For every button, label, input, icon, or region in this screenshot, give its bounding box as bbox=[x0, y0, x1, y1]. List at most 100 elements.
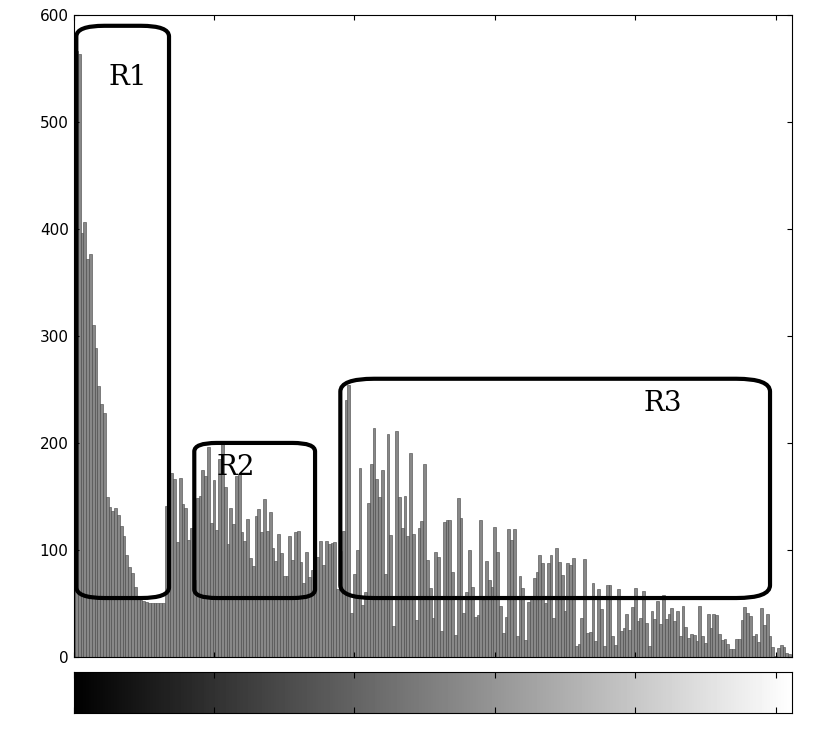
Bar bbox=[710, 627, 712, 657]
Bar bbox=[339, 551, 342, 657]
Bar bbox=[392, 626, 395, 657]
Bar bbox=[426, 560, 429, 657]
Bar bbox=[777, 648, 780, 657]
Bar bbox=[261, 532, 263, 657]
Bar bbox=[556, 547, 558, 657]
Bar bbox=[695, 641, 699, 657]
Bar bbox=[190, 528, 193, 657]
Bar bbox=[212, 480, 216, 657]
Bar bbox=[592, 583, 595, 657]
Bar bbox=[75, 51, 78, 657]
Bar bbox=[201, 470, 204, 657]
Bar bbox=[564, 612, 566, 657]
Bar bbox=[636, 621, 640, 657]
Bar bbox=[235, 476, 238, 657]
Bar bbox=[454, 635, 457, 657]
Bar bbox=[785, 652, 788, 657]
Bar bbox=[451, 572, 454, 657]
Bar bbox=[511, 540, 513, 657]
Bar bbox=[364, 591, 367, 657]
Bar bbox=[167, 464, 171, 657]
Bar bbox=[370, 464, 373, 657]
Bar bbox=[123, 535, 126, 657]
Bar bbox=[246, 519, 249, 657]
Bar bbox=[423, 464, 426, 657]
Bar bbox=[642, 591, 645, 657]
Bar bbox=[350, 613, 353, 657]
Bar bbox=[440, 631, 443, 657]
Bar bbox=[218, 459, 221, 657]
Bar bbox=[255, 516, 257, 657]
Bar bbox=[490, 587, 493, 657]
Bar bbox=[196, 498, 199, 657]
Bar bbox=[496, 553, 499, 657]
Bar bbox=[400, 528, 404, 657]
Bar bbox=[749, 616, 752, 657]
Bar bbox=[81, 233, 83, 657]
Bar bbox=[109, 507, 111, 657]
Bar bbox=[659, 624, 662, 657]
Bar bbox=[386, 434, 390, 657]
Bar bbox=[378, 497, 381, 657]
Bar bbox=[404, 496, 406, 657]
Bar bbox=[252, 566, 255, 657]
Bar bbox=[148, 603, 151, 657]
Bar bbox=[783, 646, 785, 657]
Bar bbox=[476, 615, 480, 657]
Bar bbox=[319, 541, 322, 657]
Bar bbox=[238, 473, 241, 657]
Bar bbox=[654, 619, 656, 657]
Bar bbox=[142, 601, 145, 657]
Bar bbox=[701, 636, 704, 657]
Bar bbox=[176, 542, 179, 657]
Bar bbox=[605, 585, 609, 657]
Bar bbox=[693, 636, 695, 657]
Text: R2: R2 bbox=[217, 454, 255, 481]
Bar bbox=[322, 565, 325, 657]
Bar bbox=[527, 602, 530, 657]
Bar bbox=[437, 557, 440, 657]
Bar bbox=[103, 413, 106, 657]
Bar bbox=[257, 509, 261, 657]
Bar bbox=[670, 608, 673, 657]
Bar bbox=[493, 526, 496, 657]
Bar bbox=[597, 589, 600, 657]
Text: R1: R1 bbox=[109, 63, 147, 91]
Bar bbox=[740, 620, 743, 657]
Bar bbox=[457, 498, 460, 657]
Bar bbox=[550, 554, 552, 657]
Bar bbox=[331, 544, 333, 657]
Bar bbox=[291, 560, 294, 657]
Bar bbox=[376, 479, 378, 657]
Bar bbox=[667, 614, 670, 657]
Bar bbox=[347, 385, 350, 657]
Bar bbox=[535, 572, 538, 657]
Bar bbox=[406, 536, 409, 657]
Bar bbox=[462, 614, 466, 657]
Bar bbox=[83, 222, 86, 657]
Bar bbox=[502, 633, 505, 657]
Bar bbox=[316, 557, 319, 657]
Bar bbox=[355, 550, 359, 657]
Bar bbox=[421, 521, 423, 657]
Bar bbox=[519, 575, 521, 657]
Bar bbox=[513, 529, 516, 657]
Bar bbox=[395, 431, 398, 657]
Bar bbox=[443, 522, 445, 657]
Bar bbox=[743, 607, 746, 657]
Bar bbox=[100, 404, 103, 657]
Bar bbox=[111, 511, 114, 657]
Bar bbox=[92, 325, 95, 657]
Bar bbox=[505, 617, 507, 657]
Bar bbox=[216, 530, 218, 657]
Bar bbox=[286, 575, 288, 657]
Bar bbox=[193, 580, 196, 657]
Bar bbox=[232, 524, 235, 657]
Bar bbox=[631, 607, 634, 657]
Bar bbox=[308, 578, 310, 657]
Bar bbox=[575, 646, 578, 657]
Bar bbox=[224, 487, 226, 657]
Bar bbox=[336, 589, 339, 657]
Bar bbox=[325, 541, 328, 657]
Bar bbox=[788, 654, 791, 657]
